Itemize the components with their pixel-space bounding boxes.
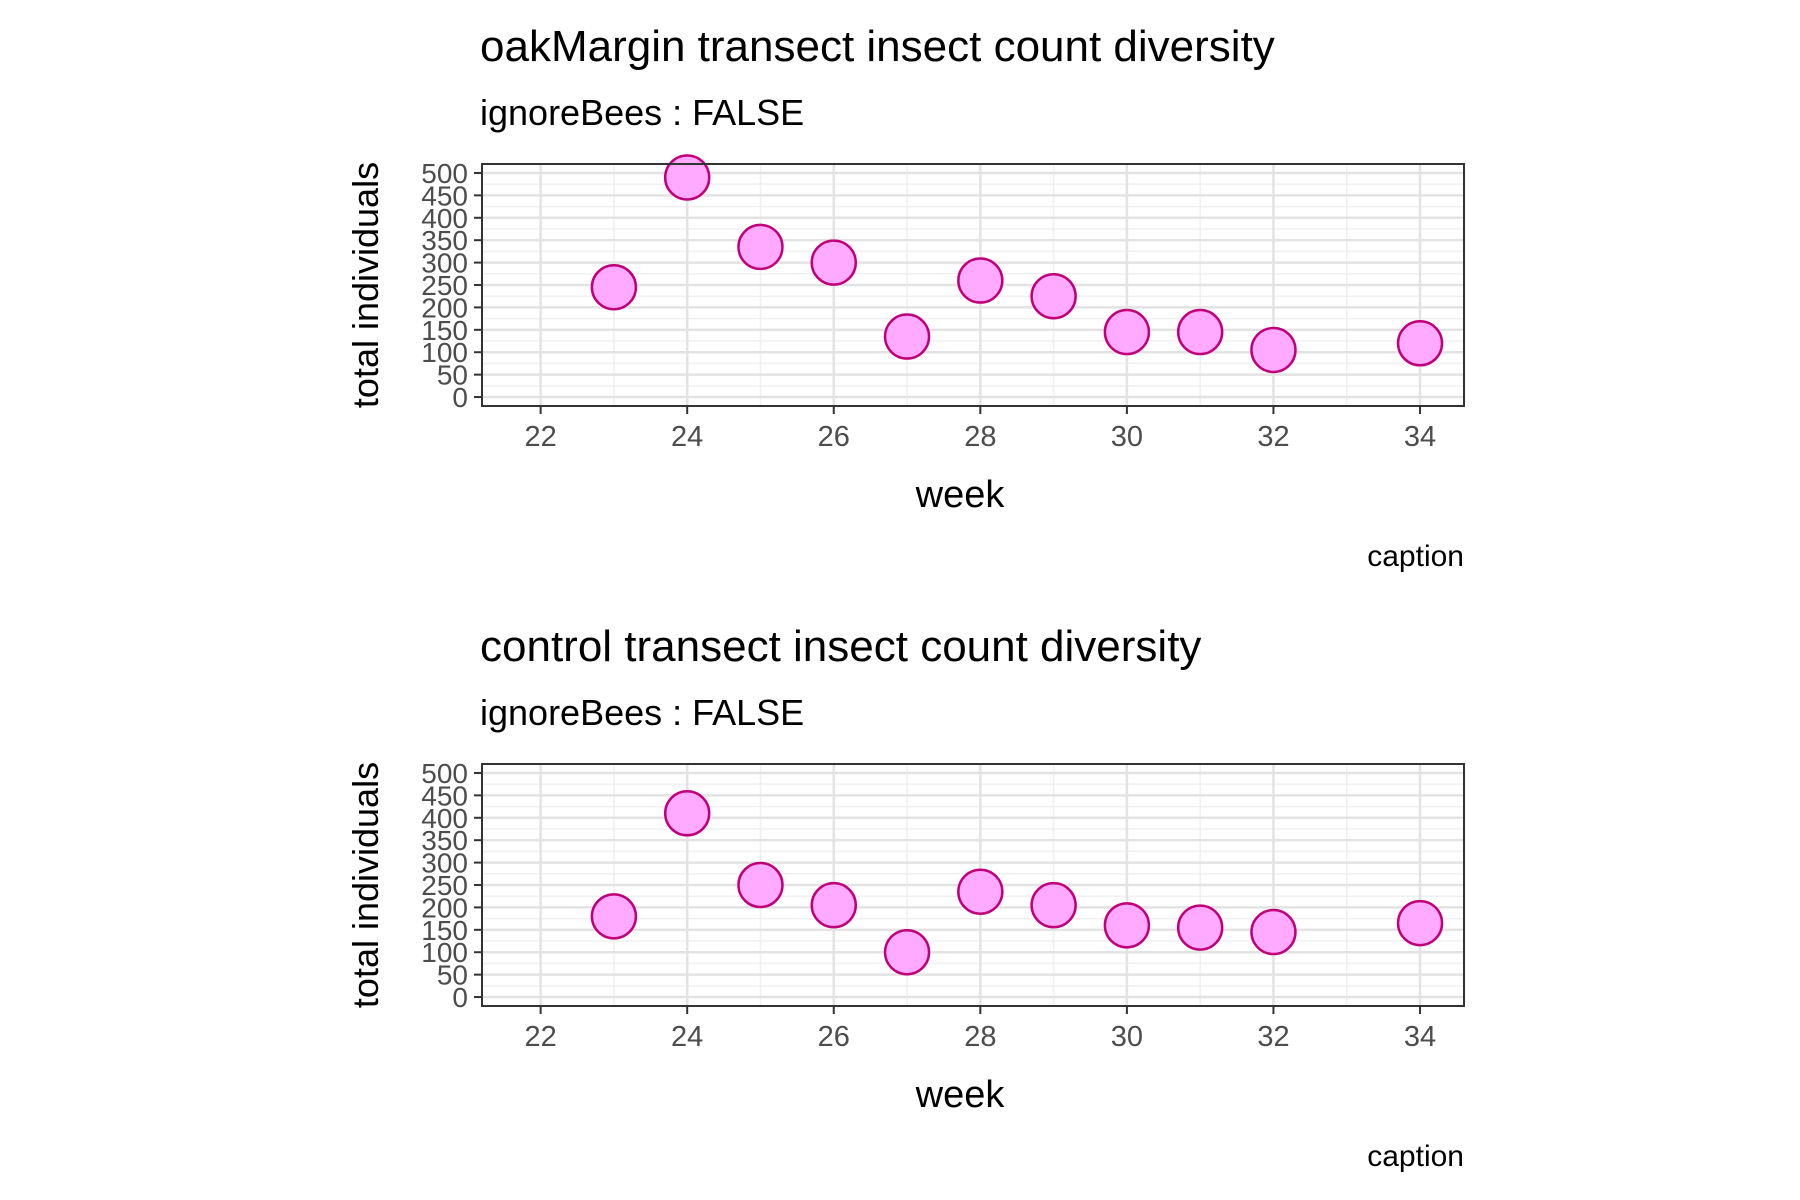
data-point	[883, 313, 931, 360]
data-point	[810, 881, 858, 929]
data-point	[957, 257, 1004, 304]
x-tick-label: 32	[1257, 421, 1289, 453]
y-tick-label: 50	[437, 960, 468, 991]
y-tick-label: 250	[421, 870, 468, 901]
y-tick-label: 300	[421, 848, 468, 879]
y-tick-label: 500	[421, 758, 468, 789]
data-point	[1176, 904, 1224, 951]
data-point	[957, 868, 1004, 915]
chart-subtitle: ignoreBees : FALSE	[480, 692, 805, 733]
y-tick-label: 50	[437, 360, 468, 391]
x-tick-label: 24	[671, 421, 703, 453]
scatter-plot-svg: 22 24 26 28 30 32 34 05010015020025030035040045…	[421, 758, 1465, 1053]
data-point	[590, 263, 638, 311]
chart-title: oakMargin transect insect count diversit…	[480, 22, 1275, 71]
x-tick-label: 22	[524, 1021, 556, 1053]
x-tick-label: 34	[1404, 1021, 1436, 1053]
data-point	[1103, 308, 1151, 356]
data-point	[1103, 902, 1151, 949]
chart-caption: caption	[1367, 1140, 1464, 1173]
x-tick-label: 24	[671, 1021, 703, 1053]
chart-subtitle: ignoreBees : FALSE	[480, 92, 805, 133]
x-tick-label: 22	[524, 421, 556, 453]
x-tick-label: 26	[818, 421, 850, 453]
x-tick-label: 26	[818, 1021, 850, 1053]
data-point	[1030, 272, 1077, 320]
data-point	[663, 790, 711, 837]
data-point	[1250, 908, 1297, 956]
y-tick-label: 100	[421, 937, 468, 968]
data-point	[737, 223, 784, 271]
scatter-plot-svg: 22 24 26 28 30 32 34 05010015020025030035040045…	[421, 154, 1465, 453]
y-tick-label: 450	[421, 180, 468, 211]
x-tick-label: 34	[1404, 421, 1436, 453]
data-point	[1396, 899, 1444, 947]
chart-caption: caption	[1367, 540, 1464, 573]
x-tick-label: 30	[1111, 1021, 1143, 1053]
x-axis-label: week	[915, 1074, 1005, 1116]
x-tick-label: 28	[964, 421, 996, 453]
x-tick-label: 32	[1257, 1021, 1289, 1053]
data-point	[663, 154, 711, 201]
chart-panel-control: control transect insect count diversity …	[0, 600, 1800, 1200]
data-point	[883, 928, 931, 976]
data-point	[1396, 320, 1444, 367]
y-tick-label: 400	[421, 203, 468, 234]
y-tick-label: 300	[421, 248, 468, 279]
y-tick-label: 150	[421, 915, 468, 946]
y-tick-label: 200	[421, 892, 468, 923]
y-tick-label: 400	[421, 803, 468, 834]
y-axis-label: total individuals	[345, 761, 387, 1009]
y-tick-label: 500	[421, 158, 468, 189]
x-tick-label: 30	[1111, 421, 1143, 453]
x-axis-label: week	[915, 474, 1005, 516]
x-tick-label: 28	[964, 1021, 996, 1053]
y-tick-label: 0	[452, 982, 468, 1013]
y-tick-label: 200	[421, 292, 468, 323]
data-point	[590, 893, 638, 940]
data-point	[1176, 308, 1224, 356]
y-axis-label: total individuals	[345, 161, 387, 409]
y-tick-label: 150	[421, 315, 468, 346]
chart-title: control transect insect count diversity	[480, 622, 1202, 671]
y-tick-label: 350	[421, 225, 468, 256]
y-tick-label: 250	[421, 270, 468, 301]
data-point	[1030, 881, 1077, 929]
chart-panel-oakmargin: oakMargin transect insect count diversit…	[345, 22, 1465, 573]
data-point	[810, 239, 858, 286]
y-tick-label: 350	[421, 825, 468, 856]
y-tick-label: 100	[421, 337, 468, 368]
data-point	[1250, 326, 1297, 374]
y-tick-label: 450	[421, 780, 468, 811]
data-point	[737, 861, 784, 909]
y-tick-label: 0	[452, 382, 468, 413]
